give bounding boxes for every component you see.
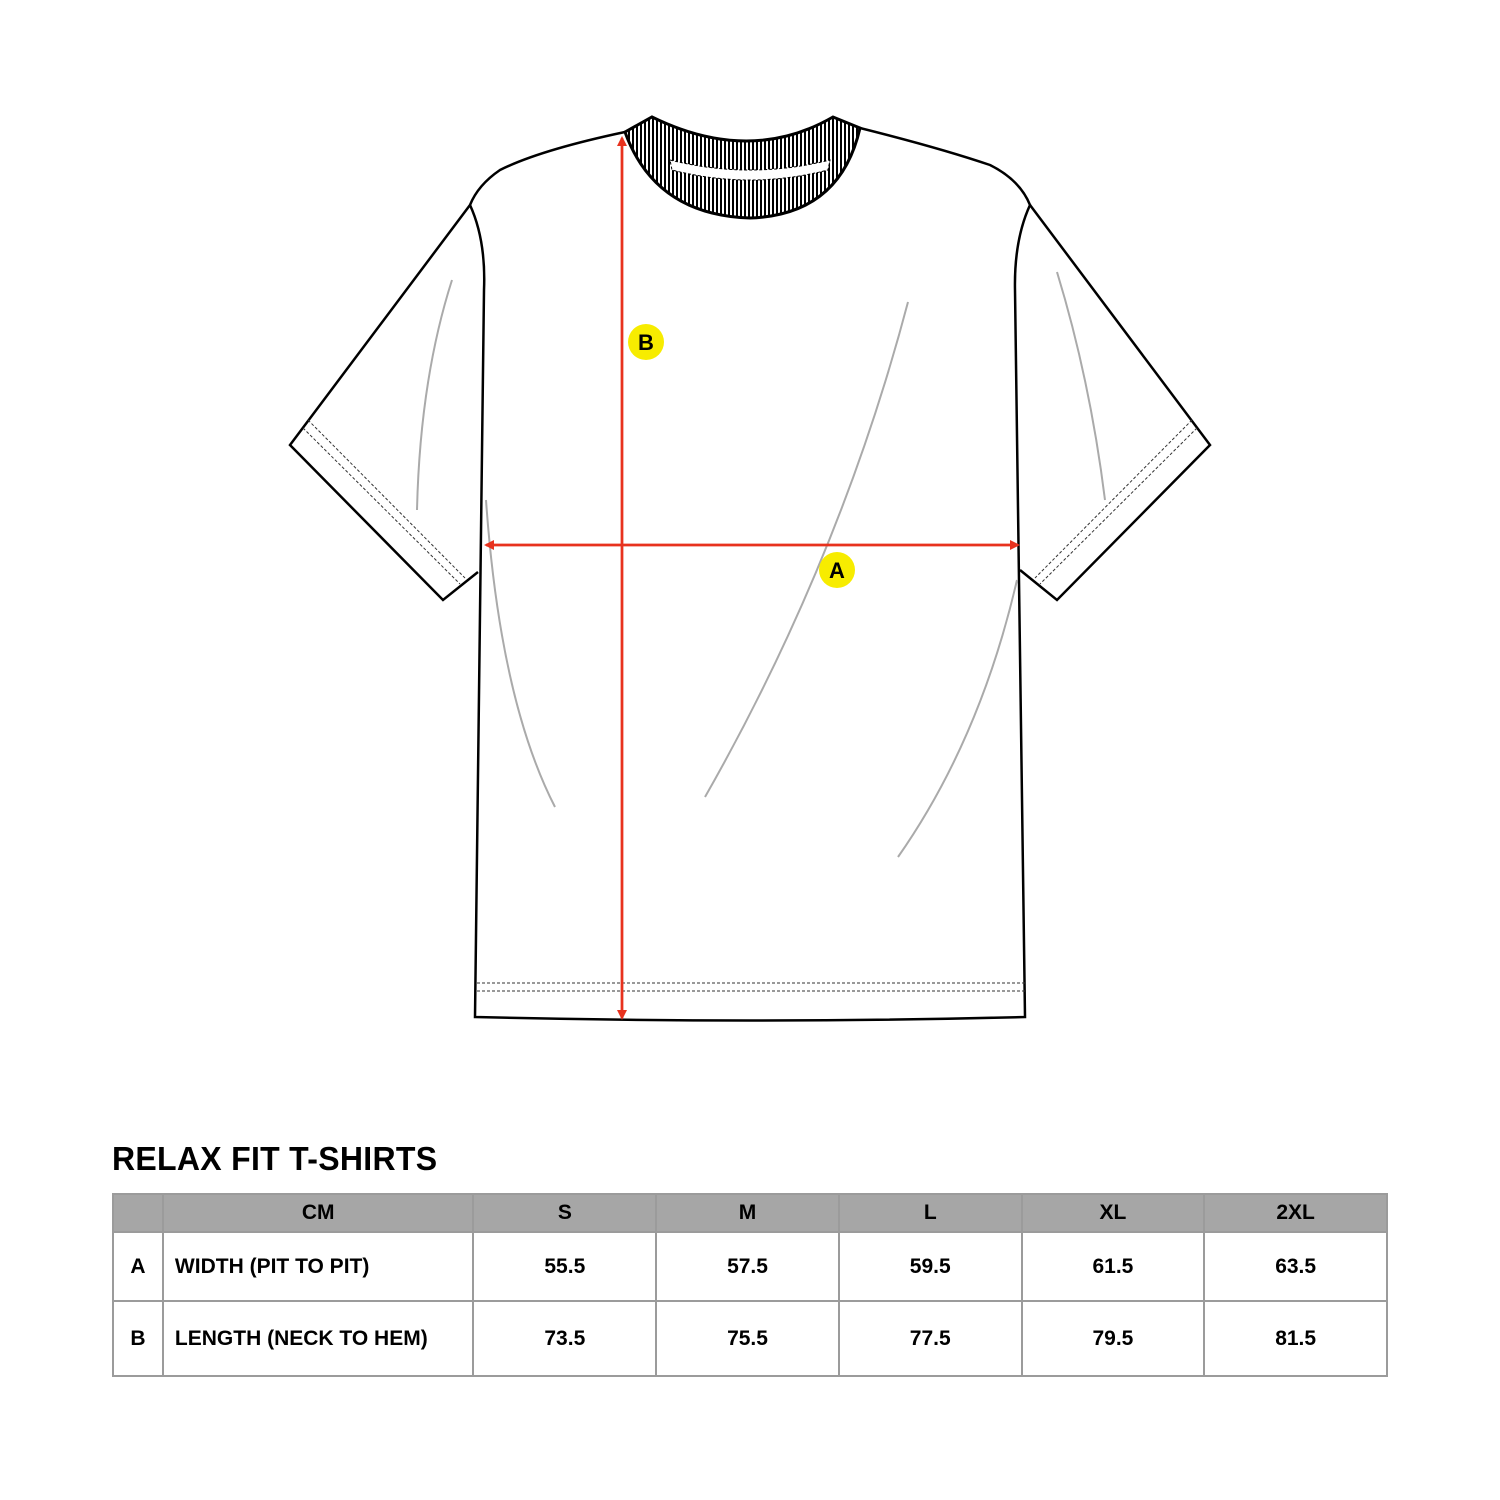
collar <box>623 115 862 220</box>
row-label: WIDTH (PIT TO PIT) <box>161 1231 475 1302</box>
cell-value: 57.5 <box>655 1231 840 1302</box>
cell-value: 55.5 <box>472 1231 658 1302</box>
header-size: XL <box>1020 1193 1206 1233</box>
cell-value: 63.5 <box>1203 1231 1388 1302</box>
size-table: CM S M L XL 2XL A WIDTH (PIT TO PIT) 55.… <box>112 1193 1388 1377</box>
table-row: A WIDTH (PIT TO PIT) 55.5 57.5 59.5 61.5… <box>112 1231 1388 1302</box>
header-size: M <box>655 1193 840 1233</box>
table-header-row: CM S M L XL 2XL <box>112 1193 1388 1233</box>
cell-value: 81.5 <box>1203 1300 1388 1377</box>
cell-value: 61.5 <box>1020 1231 1206 1302</box>
cell-value: 79.5 <box>1020 1300 1206 1377</box>
table-row: B LENGTH (NECK TO HEM) 73.5 75.5 77.5 79… <box>112 1300 1388 1377</box>
cell-value: 77.5 <box>837 1300 1023 1377</box>
fold-lines <box>416 271 1106 858</box>
marker-a: A <box>819 552 855 588</box>
shirt-outline <box>288 126 1212 1022</box>
row-label: LENGTH (NECK TO HEM) <box>161 1300 475 1377</box>
row-key: B <box>112 1300 164 1377</box>
svg-text:A: A <box>829 558 845 583</box>
marker-b: B <box>628 324 664 360</box>
t-shirt-diagram: B A <box>288 115 1212 1022</box>
header-size: L <box>837 1193 1023 1233</box>
header-size: S <box>472 1193 658 1233</box>
header-size: 2XL <box>1203 1193 1388 1233</box>
svg-text:B: B <box>638 330 654 355</box>
header-unit: CM <box>161 1193 475 1233</box>
size-chart-title: RELAX FIT T-SHIRTS <box>112 1140 438 1177</box>
row-key: A <box>112 1231 164 1302</box>
header-empty <box>112 1193 164 1233</box>
cell-value: 59.5 <box>837 1231 1023 1302</box>
cell-value: 73.5 <box>472 1300 658 1377</box>
stitching <box>302 419 1198 992</box>
cell-value: 75.5 <box>655 1300 840 1377</box>
